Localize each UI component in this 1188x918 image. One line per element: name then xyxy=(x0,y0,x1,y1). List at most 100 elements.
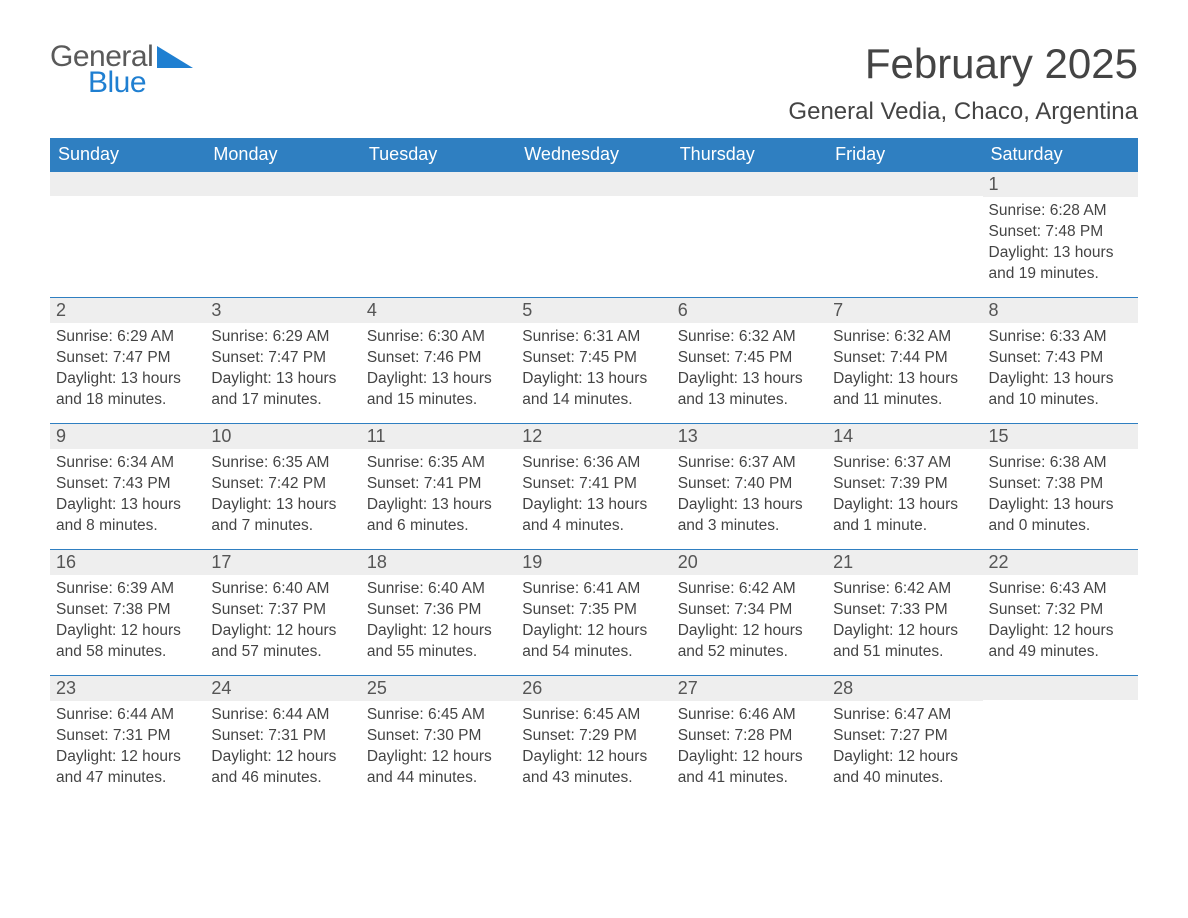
sunrise-text: Sunrise: 6:31 AM xyxy=(522,327,665,348)
sunrise-text: Sunrise: 6:29 AM xyxy=(211,327,354,348)
day-details: Sunrise: 6:42 AMSunset: 7:33 PMDaylight:… xyxy=(827,575,982,675)
sunset-text: Sunset: 7:31 PM xyxy=(56,726,199,747)
sunset-text: Sunset: 7:48 PM xyxy=(989,222,1132,243)
daylight-text: Daylight: 12 hours and 52 minutes. xyxy=(678,621,821,663)
sunrise-text: Sunrise: 6:41 AM xyxy=(522,579,665,600)
sunset-text: Sunset: 7:41 PM xyxy=(522,474,665,495)
daylight-text: Daylight: 12 hours and 57 minutes. xyxy=(211,621,354,663)
day-details: Sunrise: 6:44 AMSunset: 7:31 PMDaylight:… xyxy=(50,701,205,801)
empty-day xyxy=(50,172,205,196)
calendar-cell: 6Sunrise: 6:32 AMSunset: 7:45 PMDaylight… xyxy=(672,298,827,424)
day-number: 9 xyxy=(50,424,205,449)
day-header: Saturday xyxy=(983,138,1138,172)
sunrise-text: Sunrise: 6:45 AM xyxy=(522,705,665,726)
sunrise-text: Sunrise: 6:45 AM xyxy=(367,705,510,726)
day-header: Sunday xyxy=(50,138,205,172)
day-number: 2 xyxy=(50,298,205,323)
sunrise-text: Sunrise: 6:42 AM xyxy=(833,579,976,600)
day-header: Tuesday xyxy=(361,138,516,172)
day-number: 14 xyxy=(827,424,982,449)
day-number: 4 xyxy=(361,298,516,323)
sunrise-text: Sunrise: 6:35 AM xyxy=(211,453,354,474)
day-details: Sunrise: 6:29 AMSunset: 7:47 PMDaylight:… xyxy=(50,323,205,423)
sunset-text: Sunset: 7:43 PM xyxy=(56,474,199,495)
daylight-text: Daylight: 13 hours and 6 minutes. xyxy=(367,495,510,537)
daylight-text: Daylight: 12 hours and 58 minutes. xyxy=(56,621,199,663)
calendar-cell: 26Sunrise: 6:45 AMSunset: 7:29 PMDayligh… xyxy=(516,676,671,802)
daylight-text: Daylight: 12 hours and 40 minutes. xyxy=(833,747,976,789)
calendar-cell: 15Sunrise: 6:38 AMSunset: 7:38 PMDayligh… xyxy=(983,424,1138,550)
calendar-cell: 27Sunrise: 6:46 AMSunset: 7:28 PMDayligh… xyxy=(672,676,827,802)
sunset-text: Sunset: 7:37 PM xyxy=(211,600,354,621)
day-details: Sunrise: 6:46 AMSunset: 7:28 PMDaylight:… xyxy=(672,701,827,801)
sunset-text: Sunset: 7:30 PM xyxy=(367,726,510,747)
calendar-cell: 22Sunrise: 6:43 AMSunset: 7:32 PMDayligh… xyxy=(983,550,1138,676)
sunrise-text: Sunrise: 6:32 AM xyxy=(833,327,976,348)
month-title: February 2025 xyxy=(788,40,1138,88)
sunrise-text: Sunrise: 6:28 AM xyxy=(989,201,1132,222)
sunset-text: Sunset: 7:28 PM xyxy=(678,726,821,747)
day-number: 3 xyxy=(205,298,360,323)
day-number: 20 xyxy=(672,550,827,575)
day-header: Friday xyxy=(827,138,982,172)
calendar-cell xyxy=(827,172,982,298)
calendar-cell: 14Sunrise: 6:37 AMSunset: 7:39 PMDayligh… xyxy=(827,424,982,550)
calendar-week: 23Sunrise: 6:44 AMSunset: 7:31 PMDayligh… xyxy=(50,676,1138,802)
calendar-cell: 3Sunrise: 6:29 AMSunset: 7:47 PMDaylight… xyxy=(205,298,360,424)
daylight-text: Daylight: 13 hours and 7 minutes. xyxy=(211,495,354,537)
day-number: 13 xyxy=(672,424,827,449)
sunrise-text: Sunrise: 6:32 AM xyxy=(678,327,821,348)
sunrise-text: Sunrise: 6:38 AM xyxy=(989,453,1132,474)
calendar-cell: 13Sunrise: 6:37 AMSunset: 7:40 PMDayligh… xyxy=(672,424,827,550)
daylight-text: Daylight: 12 hours and 41 minutes. xyxy=(678,747,821,789)
location-subtitle: General Vedia, Chaco, Argentina xyxy=(788,98,1138,126)
calendar-cell: 17Sunrise: 6:40 AMSunset: 7:37 PMDayligh… xyxy=(205,550,360,676)
day-details: Sunrise: 6:35 AMSunset: 7:42 PMDaylight:… xyxy=(205,449,360,549)
calendar-cell: 20Sunrise: 6:42 AMSunset: 7:34 PMDayligh… xyxy=(672,550,827,676)
calendar-week: 16Sunrise: 6:39 AMSunset: 7:38 PMDayligh… xyxy=(50,550,1138,676)
logo-word2: Blue xyxy=(88,66,193,100)
day-details: Sunrise: 6:34 AMSunset: 7:43 PMDaylight:… xyxy=(50,449,205,549)
calendar-cell xyxy=(516,172,671,298)
daylight-text: Daylight: 12 hours and 54 minutes. xyxy=(522,621,665,663)
day-number: 23 xyxy=(50,676,205,701)
sunrise-text: Sunrise: 6:42 AM xyxy=(678,579,821,600)
calendar-cell xyxy=(361,172,516,298)
day-number: 16 xyxy=(50,550,205,575)
daylight-text: Daylight: 13 hours and 4 minutes. xyxy=(522,495,665,537)
logo: General Blue xyxy=(50,40,193,100)
day-details: Sunrise: 6:29 AMSunset: 7:47 PMDaylight:… xyxy=(205,323,360,423)
sunrise-text: Sunrise: 6:44 AM xyxy=(211,705,354,726)
sunrise-text: Sunrise: 6:44 AM xyxy=(56,705,199,726)
daylight-text: Daylight: 12 hours and 49 minutes. xyxy=(989,621,1132,663)
day-details: Sunrise: 6:32 AMSunset: 7:44 PMDaylight:… xyxy=(827,323,982,423)
daylight-text: Daylight: 13 hours and 19 minutes. xyxy=(989,243,1132,285)
sunset-text: Sunset: 7:31 PM xyxy=(211,726,354,747)
daylight-text: Daylight: 12 hours and 44 minutes. xyxy=(367,747,510,789)
sunset-text: Sunset: 7:40 PM xyxy=(678,474,821,495)
daylight-text: Daylight: 12 hours and 55 minutes. xyxy=(367,621,510,663)
sunset-text: Sunset: 7:43 PM xyxy=(989,348,1132,369)
sunset-text: Sunset: 7:38 PM xyxy=(989,474,1132,495)
empty-day xyxy=(983,676,1138,700)
day-number: 7 xyxy=(827,298,982,323)
calendar-cell: 9Sunrise: 6:34 AMSunset: 7:43 PMDaylight… xyxy=(50,424,205,550)
day-header: Thursday xyxy=(672,138,827,172)
day-header: Wednesday xyxy=(516,138,671,172)
daylight-text: Daylight: 13 hours and 17 minutes. xyxy=(211,369,354,411)
daylight-text: Daylight: 12 hours and 46 minutes. xyxy=(211,747,354,789)
day-number: 10 xyxy=(205,424,360,449)
day-details: Sunrise: 6:37 AMSunset: 7:40 PMDaylight:… xyxy=(672,449,827,549)
sunset-text: Sunset: 7:36 PM xyxy=(367,600,510,621)
calendar-cell xyxy=(983,676,1138,802)
calendar-cell: 10Sunrise: 6:35 AMSunset: 7:42 PMDayligh… xyxy=(205,424,360,550)
daylight-text: Daylight: 13 hours and 10 minutes. xyxy=(989,369,1132,411)
sunrise-text: Sunrise: 6:37 AM xyxy=(833,453,976,474)
day-number: 6 xyxy=(672,298,827,323)
day-details: Sunrise: 6:37 AMSunset: 7:39 PMDaylight:… xyxy=(827,449,982,549)
day-number: 12 xyxy=(516,424,671,449)
calendar-table: SundayMondayTuesdayWednesdayThursdayFrid… xyxy=(50,138,1138,802)
empty-day xyxy=(827,172,982,196)
day-number: 27 xyxy=(672,676,827,701)
sunrise-text: Sunrise: 6:33 AM xyxy=(989,327,1132,348)
